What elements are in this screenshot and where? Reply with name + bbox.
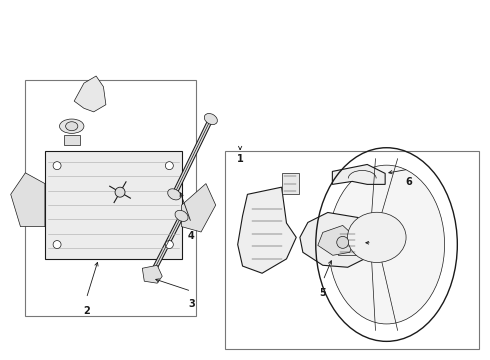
Polygon shape <box>238 187 296 273</box>
Bar <box>64 135 80 145</box>
Text: 6: 6 <box>405 177 412 187</box>
Text: 5: 5 <box>319 288 326 298</box>
Bar <box>282 173 299 194</box>
Circle shape <box>115 187 125 197</box>
Ellipse shape <box>66 122 78 131</box>
Polygon shape <box>74 76 106 112</box>
Ellipse shape <box>168 189 181 200</box>
FancyBboxPatch shape <box>45 151 182 259</box>
Circle shape <box>53 240 61 248</box>
Bar <box>338 230 357 255</box>
Text: 1: 1 <box>237 154 244 164</box>
Circle shape <box>337 237 349 248</box>
Ellipse shape <box>175 210 188 221</box>
Text: 3: 3 <box>188 299 195 309</box>
Ellipse shape <box>59 119 84 134</box>
Circle shape <box>165 162 173 170</box>
Ellipse shape <box>347 212 406 262</box>
Polygon shape <box>318 225 356 255</box>
Bar <box>25 80 196 316</box>
Polygon shape <box>182 184 216 232</box>
Text: 4: 4 <box>188 231 195 241</box>
Circle shape <box>53 162 61 170</box>
Circle shape <box>165 240 173 248</box>
Ellipse shape <box>204 113 218 125</box>
Ellipse shape <box>328 165 444 324</box>
Polygon shape <box>11 173 45 226</box>
Polygon shape <box>332 165 385 184</box>
Polygon shape <box>300 212 372 267</box>
Text: 2: 2 <box>83 306 90 316</box>
Bar <box>225 151 479 348</box>
Polygon shape <box>142 265 162 283</box>
